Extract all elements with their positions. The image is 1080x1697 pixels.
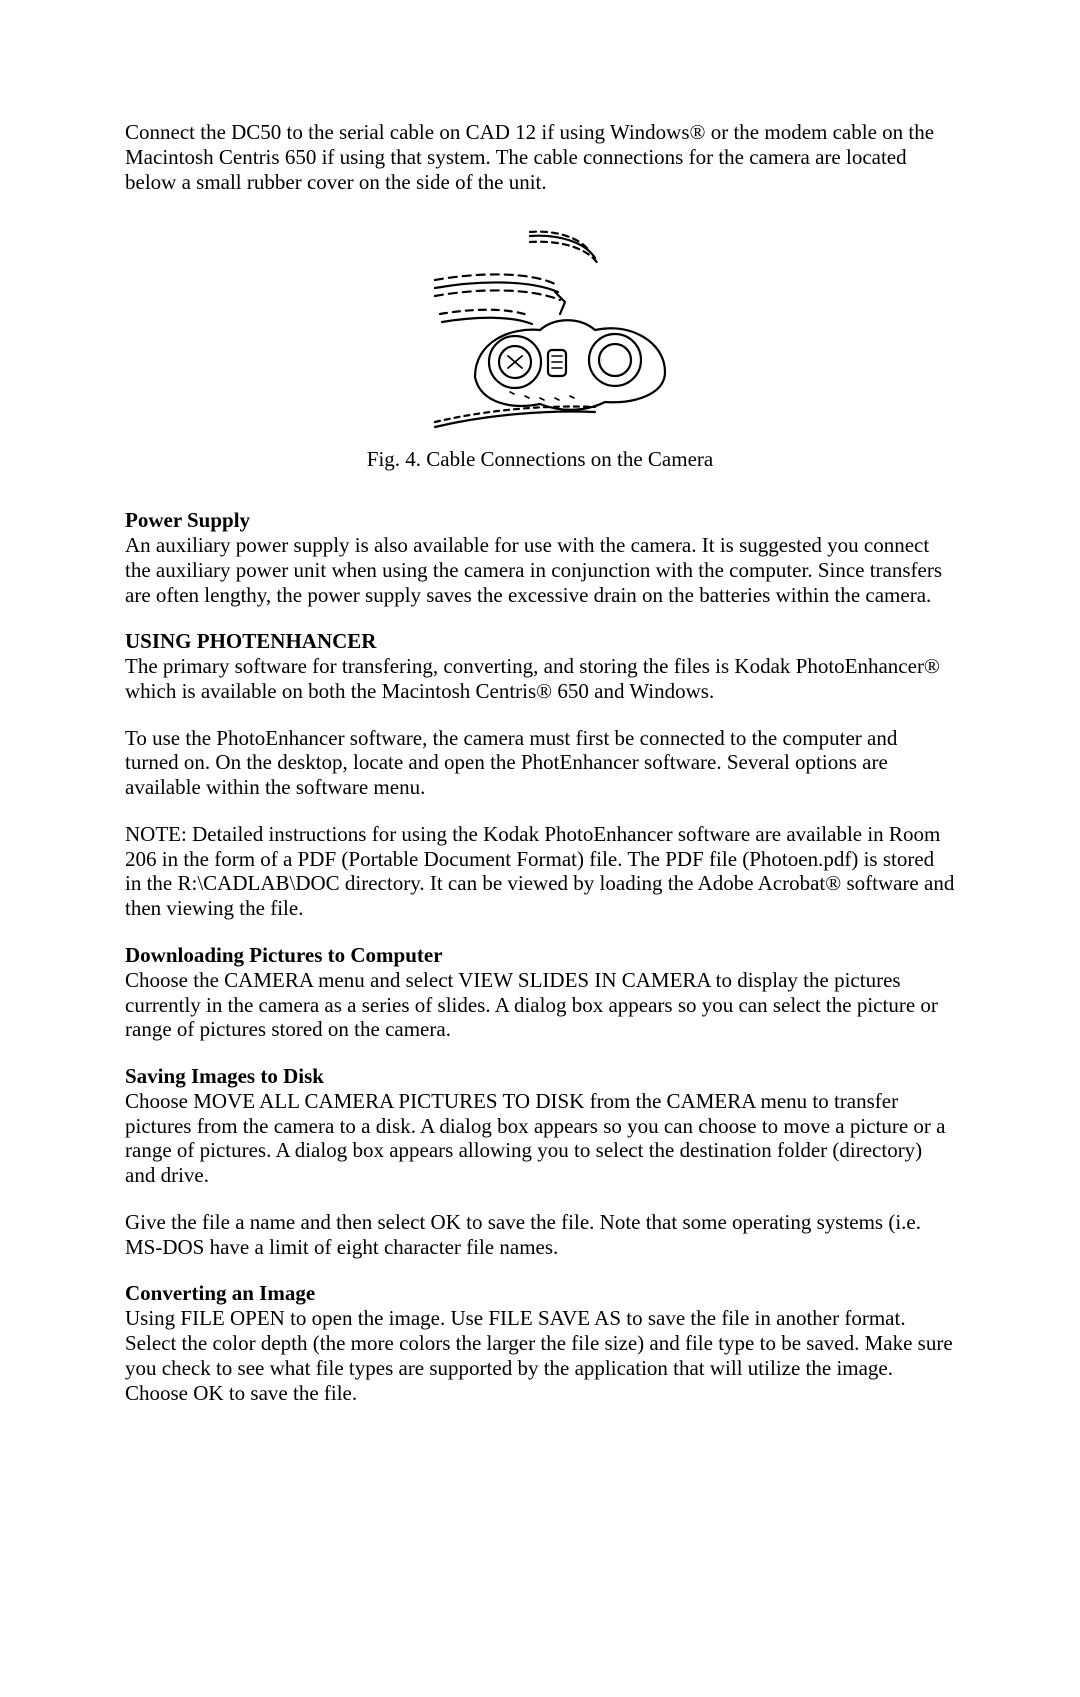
body-saving-2: Give the file a name and then select OK …: [125, 1210, 955, 1260]
section-downloading: Downloading Pictures to Computer Choose …: [125, 943, 955, 1042]
section-saving: Saving Images to Disk Choose MOVE ALL CA…: [125, 1064, 955, 1259]
body-power-supply: An auxiliary power supply is also availa…: [125, 533, 955, 607]
section-converting: Converting an Image Using FILE OPEN to o…: [125, 1281, 955, 1405]
section-power-supply: Power Supply An auxiliary power supply i…: [125, 508, 955, 607]
body-using-photoenhancer-2: To use the PhotoEnhancer software, the c…: [125, 726, 955, 800]
intro-paragraph: Connect the DC50 to the serial cable on …: [125, 120, 955, 194]
figure-4-caption: Fig. 4. Cable Connections on the Camera: [125, 447, 955, 472]
body-saving-1: Choose MOVE ALL CAMERA PICTURES TO DISK …: [125, 1089, 955, 1188]
section-using-photoenhancer: USING PHOTENHANCER The primary software …: [125, 629, 955, 921]
heading-using-photoenhancer: USING PHOTENHANCER: [125, 629, 955, 654]
heading-power-supply: Power Supply: [125, 508, 955, 533]
body-using-photoenhancer-1: The primary software for transfering, co…: [125, 654, 955, 704]
figure-4-container: Fig. 4. Cable Connections on the Camera: [125, 222, 955, 472]
heading-saving: Saving Images to Disk: [125, 1064, 955, 1089]
cable-connections-figure: [380, 222, 700, 432]
heading-downloading: Downloading Pictures to Computer: [125, 943, 955, 968]
body-converting: Using FILE OPEN to open the image. Use F…: [125, 1306, 955, 1405]
body-using-photoenhancer-3: NOTE: Detailed instructions for using th…: [125, 822, 955, 921]
body-downloading: Choose the CAMERA menu and select VIEW S…: [125, 968, 955, 1042]
heading-converting: Converting an Image: [125, 1281, 955, 1306]
document-page: Connect the DC50 to the serial cable on …: [0, 0, 1080, 1697]
